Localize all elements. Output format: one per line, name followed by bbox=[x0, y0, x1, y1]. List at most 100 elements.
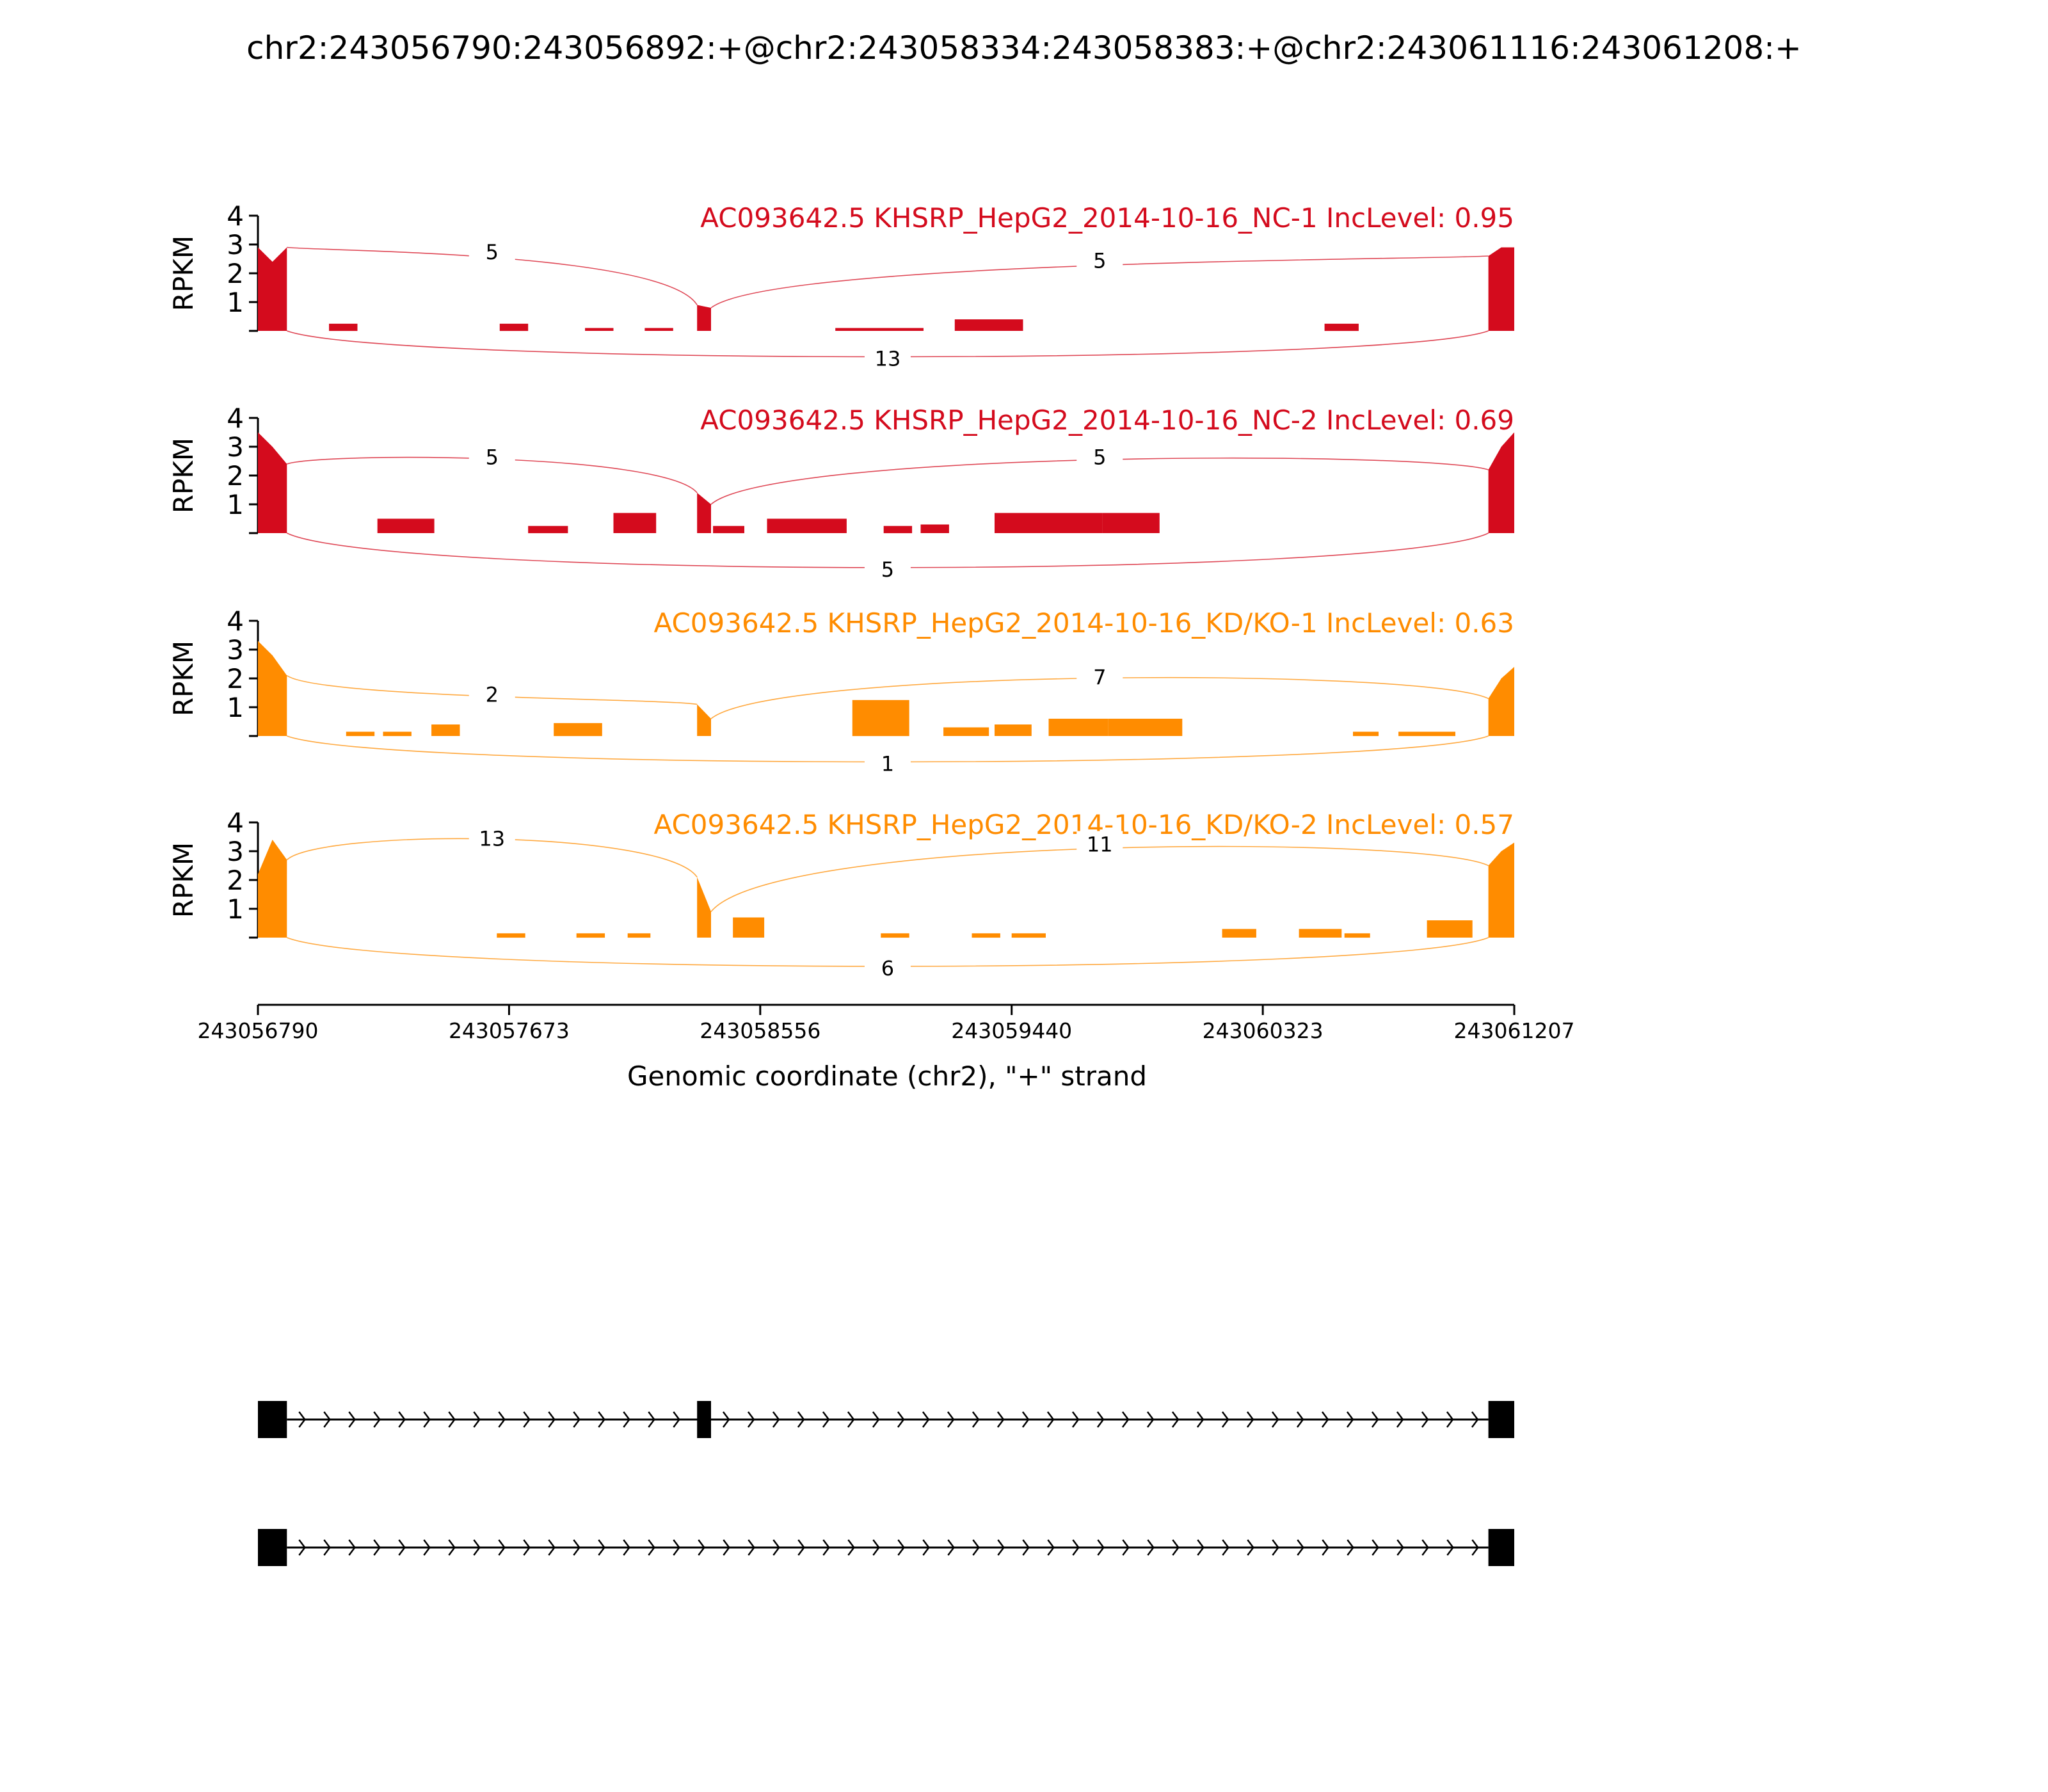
strand-chevron bbox=[797, 1411, 805, 1428]
strand-chevron bbox=[448, 1411, 456, 1428]
junction-label-bg bbox=[864, 556, 911, 582]
junction-count: 5 bbox=[486, 240, 499, 264]
strand-chevron bbox=[972, 1411, 980, 1428]
x-tick-label: 243060323 bbox=[1203, 1018, 1324, 1043]
strand-chevron bbox=[1072, 1539, 1080, 1556]
x-tick-label: 243057673 bbox=[449, 1018, 570, 1043]
intron-coverage-bar bbox=[883, 525, 913, 534]
track-label: AC093642.5 KHSRP_HepG2_2014-10-16_NC-1 I… bbox=[700, 202, 1514, 234]
exon-coverage-2 bbox=[697, 493, 711, 533]
strand-chevron bbox=[423, 1539, 431, 1556]
strand-chevron bbox=[423, 1411, 431, 1428]
strand-chevron bbox=[922, 1411, 930, 1428]
intron-coverage-bar bbox=[497, 933, 525, 938]
strand-chevron bbox=[473, 1539, 481, 1556]
strand-chevron bbox=[1022, 1539, 1030, 1556]
strand-chevron bbox=[298, 1411, 306, 1428]
intron-coverage-bar bbox=[881, 933, 909, 938]
y-tick-label: 3 bbox=[227, 229, 244, 260]
strand-chevron bbox=[897, 1539, 905, 1556]
y-tick-label: 4 bbox=[227, 403, 244, 434]
intron-coverage-bar bbox=[920, 524, 949, 533]
exon-coverage-2 bbox=[697, 704, 711, 736]
strand-chevron bbox=[648, 1539, 655, 1556]
junction-count: 13 bbox=[875, 347, 901, 371]
junction-count: 6 bbox=[881, 956, 894, 980]
junction-count: 1 bbox=[881, 752, 894, 776]
junction-label-bg bbox=[468, 681, 515, 707]
y-tick-label: 2 bbox=[227, 460, 244, 492]
junction-count: 5 bbox=[1093, 445, 1106, 470]
strand-chevron bbox=[1121, 1411, 1130, 1428]
junction-count: 5 bbox=[1093, 249, 1106, 273]
exon-block bbox=[1488, 1401, 1514, 1438]
strand-chevron bbox=[348, 1411, 356, 1428]
intron-coverage-bar bbox=[943, 727, 989, 736]
strand-chevron bbox=[1446, 1539, 1454, 1556]
y-tick-label: 1 bbox=[227, 489, 244, 520]
figure-title: chr2:243056790:243056892:+@chr2:24305833… bbox=[246, 29, 1802, 67]
strand-chevron bbox=[498, 1539, 506, 1556]
strand-chevron bbox=[1171, 1411, 1180, 1428]
y-tick-label: 3 bbox=[227, 836, 244, 867]
strand-chevron bbox=[1322, 1539, 1329, 1556]
intron-coverage-bar bbox=[995, 724, 1032, 736]
strand-chevron bbox=[748, 1539, 755, 1556]
intron-coverage-bar bbox=[585, 328, 614, 331]
strand-chevron bbox=[573, 1411, 580, 1428]
junction-label-bg bbox=[1076, 247, 1123, 273]
strand-chevron bbox=[523, 1411, 531, 1428]
strand-chevron bbox=[797, 1539, 805, 1556]
strand-chevron bbox=[747, 1411, 755, 1428]
strand-chevron bbox=[1047, 1539, 1055, 1556]
y-axis-label: RPKM bbox=[168, 842, 199, 918]
y-tick-label: 4 bbox=[227, 605, 244, 637]
y-tick-label: 2 bbox=[227, 663, 244, 694]
strand-chevron bbox=[1396, 1411, 1404, 1428]
intron-coverage-bar bbox=[1353, 732, 1379, 737]
strand-chevron bbox=[648, 1411, 655, 1428]
junction-count: 11 bbox=[1087, 833, 1113, 857]
strand-chevron bbox=[1372, 1539, 1379, 1556]
strand-chevron bbox=[573, 1539, 580, 1556]
strand-chevron bbox=[723, 1539, 730, 1556]
y-axis-label: RPKM bbox=[168, 641, 199, 716]
intron-coverage-bar bbox=[972, 933, 1000, 938]
strand-chevron bbox=[847, 1411, 855, 1428]
strand-chevron bbox=[947, 1411, 955, 1428]
intron-coverage-bar bbox=[431, 724, 460, 736]
strand-chevron bbox=[1172, 1539, 1180, 1556]
intron-coverage-bar bbox=[1108, 719, 1183, 736]
x-tick-label: 243056790 bbox=[198, 1018, 319, 1043]
intron-coverage-bar bbox=[554, 723, 602, 737]
intron-coverage-bar bbox=[954, 319, 1023, 331]
strand-chevron bbox=[373, 1411, 381, 1428]
intron-coverage-bar bbox=[995, 513, 1103, 533]
strand-chevron bbox=[1346, 1411, 1354, 1428]
strand-chevron bbox=[1147, 1539, 1155, 1556]
strand-chevron bbox=[1471, 1539, 1479, 1556]
strand-chevron bbox=[298, 1539, 306, 1556]
strand-chevron bbox=[1321, 1411, 1329, 1428]
junction-label-bg bbox=[1076, 664, 1123, 690]
strand-chevron bbox=[523, 1539, 531, 1556]
exon-coverage-1 bbox=[258, 840, 287, 938]
strand-chevron bbox=[772, 1411, 780, 1428]
strand-chevron bbox=[698, 1539, 705, 1556]
strand-chevron bbox=[598, 1411, 605, 1428]
strand-chevron bbox=[623, 1539, 630, 1556]
strand-chevron bbox=[673, 1539, 680, 1556]
intron-coverage-bar bbox=[1102, 513, 1160, 533]
strand-chevron bbox=[1021, 1411, 1030, 1428]
strand-chevron bbox=[1421, 1411, 1429, 1428]
gene-model bbox=[258, 1401, 1514, 1566]
junction-label-bg bbox=[1076, 444, 1123, 470]
strand-chevron bbox=[1246, 1411, 1254, 1428]
strand-chevron bbox=[922, 1539, 930, 1556]
intron-coverage-bar bbox=[576, 933, 605, 938]
intron-coverage-bar bbox=[499, 323, 529, 332]
